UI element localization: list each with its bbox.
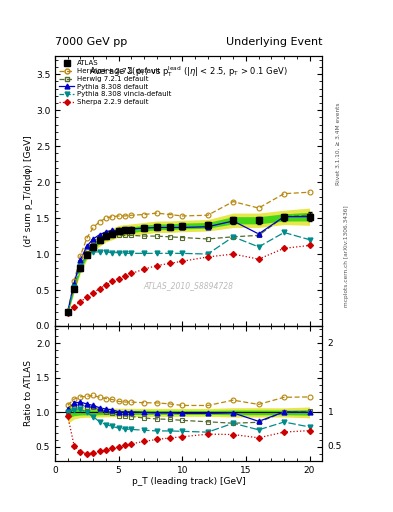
Text: mcplots.cern.ch [arXiv:1306.3436]: mcplots.cern.ch [arXiv:1306.3436]: [344, 205, 349, 307]
Text: 2: 2: [328, 339, 333, 348]
Text: Average $\Sigma$(p$_\mathsf{T}$) vs p$_\mathsf{T}^\mathsf{lead}$ ($|\eta|$ < 2.5: Average $\Sigma$(p$_\mathsf{T}$) vs p$_\…: [89, 65, 288, 79]
Text: 1: 1: [328, 408, 334, 417]
Text: 7000 GeV pp: 7000 GeV pp: [55, 37, 127, 47]
Text: 0.5: 0.5: [328, 442, 342, 452]
Y-axis label: Ratio to ATLAS: Ratio to ATLAS: [24, 360, 33, 426]
Legend: ATLAS, Herwig++ 2.7.1 default, Herwig 7.2.1 default, Pythia 8.308 default, Pythi: ATLAS, Herwig++ 2.7.1 default, Herwig 7.…: [57, 58, 174, 107]
X-axis label: p_T (leading track) [GeV]: p_T (leading track) [GeV]: [132, 477, 246, 486]
Text: ATLAS_2010_S8894728: ATLAS_2010_S8894728: [143, 281, 234, 290]
Text: Underlying Event: Underlying Event: [226, 37, 322, 47]
Y-axis label: ⟨d² sum p_T/dηdφ⟩ [GeV]: ⟨d² sum p_T/dηdφ⟩ [GeV]: [24, 135, 33, 247]
Text: Rivet 3.1.10, ≥ 3.4M events: Rivet 3.1.10, ≥ 3.4M events: [336, 102, 341, 185]
